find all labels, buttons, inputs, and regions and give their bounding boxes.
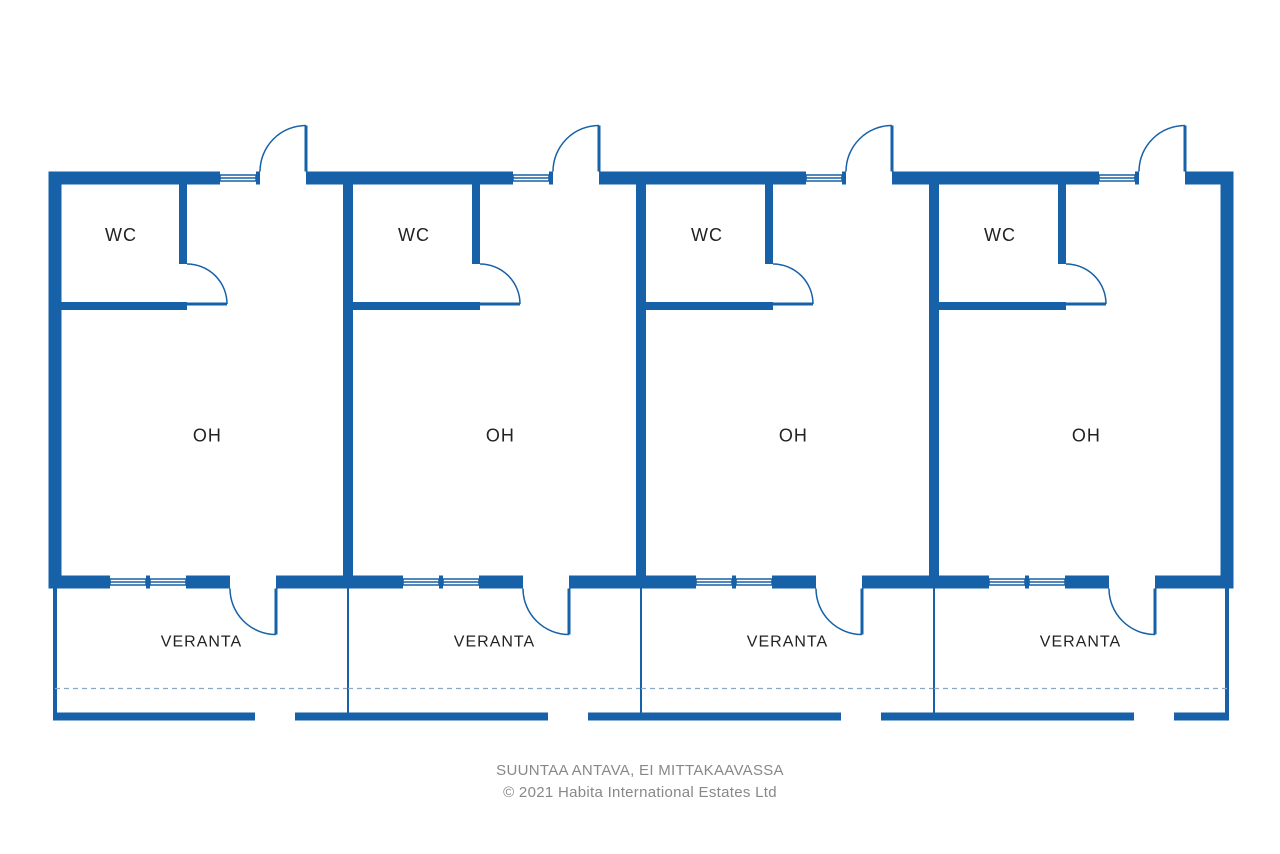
oh-label: OH xyxy=(779,425,808,445)
veranta-label: VERANTA xyxy=(454,634,535,651)
oh-label: OH xyxy=(193,425,222,445)
footer: SUUNTAA ANTAVA, EI MITTAKAAVASSA © 2021 … xyxy=(0,760,1280,804)
veranta-label: VERANTA xyxy=(747,634,828,651)
footer-line2: © 2021 Habita International Estates Ltd xyxy=(503,784,777,801)
wc-label: WC xyxy=(398,225,430,245)
wc-label: WC xyxy=(984,225,1016,245)
veranta-label: VERANTA xyxy=(161,634,242,651)
wc-label: WC xyxy=(105,225,137,245)
oh-label: OH xyxy=(486,425,515,445)
wc-label: WC xyxy=(691,225,723,245)
floorplan-container: { "canvas": { "width": 1280, "height": 8… xyxy=(0,0,1280,854)
floorplan-svg: WC OH VERANTA WC OH VERANTA WC OH VERANTA WC OH VER… xyxy=(0,0,1280,854)
veranta-label: VERANTA xyxy=(1040,634,1121,651)
oh-label: OH xyxy=(1072,425,1101,445)
footer-line1: SUUNTAA ANTAVA, EI MITTAKAAVASSA xyxy=(496,762,784,779)
